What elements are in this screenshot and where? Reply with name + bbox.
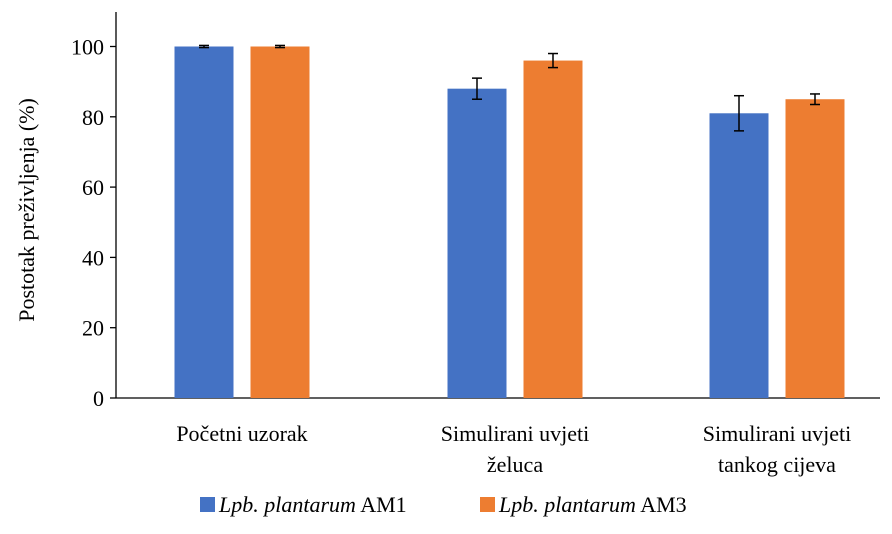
y-axis-label: Postotak preživljenja (%)	[14, 98, 39, 322]
x-category-label: tankog cijeva	[718, 452, 836, 477]
x-category-label: želuca	[487, 452, 543, 477]
legend-label: Lpb. plantarum AM3	[498, 492, 687, 517]
x-category-label: Simulirani uvjeti	[441, 421, 590, 446]
bars	[174, 46, 845, 399]
bar-series-2-cat-3	[785, 99, 845, 398]
bar-series-1-cat-3	[709, 113, 769, 398]
y-tick-label: 0	[93, 386, 104, 411]
y-tick-label: 80	[82, 105, 104, 130]
y-tick-label: 60	[82, 175, 104, 200]
x-category-label: Početni uzorak	[176, 421, 307, 446]
bar-series-1-cat-1	[174, 46, 234, 398]
y-axis-ticks: 0 20 40 60 80 100	[71, 35, 116, 411]
legend-label: Lpb. plantarum AM1	[218, 492, 407, 517]
y-tick-label: 20	[82, 316, 104, 341]
legend-swatch	[480, 497, 495, 512]
y-tick-label: 100	[71, 35, 104, 60]
legend-swatch	[200, 497, 215, 512]
x-category-label: Simulirani uvjeti	[703, 421, 852, 446]
bar-series-2-cat-2	[523, 60, 583, 399]
bar-series-1-cat-2	[447, 88, 507, 399]
legend: Lpb. plantarum AM1 Lpb. plantarum AM3	[200, 492, 687, 517]
y-tick-label: 40	[82, 245, 104, 270]
y-axis-label-group: Postotak preživljenja (%)	[14, 98, 39, 322]
bar-series-2-cat-1	[250, 46, 310, 398]
x-axis-labels: Početni uzorak Simulirani uvjeti želuca Sim…	[176, 421, 851, 477]
error-bars	[199, 44, 820, 132]
